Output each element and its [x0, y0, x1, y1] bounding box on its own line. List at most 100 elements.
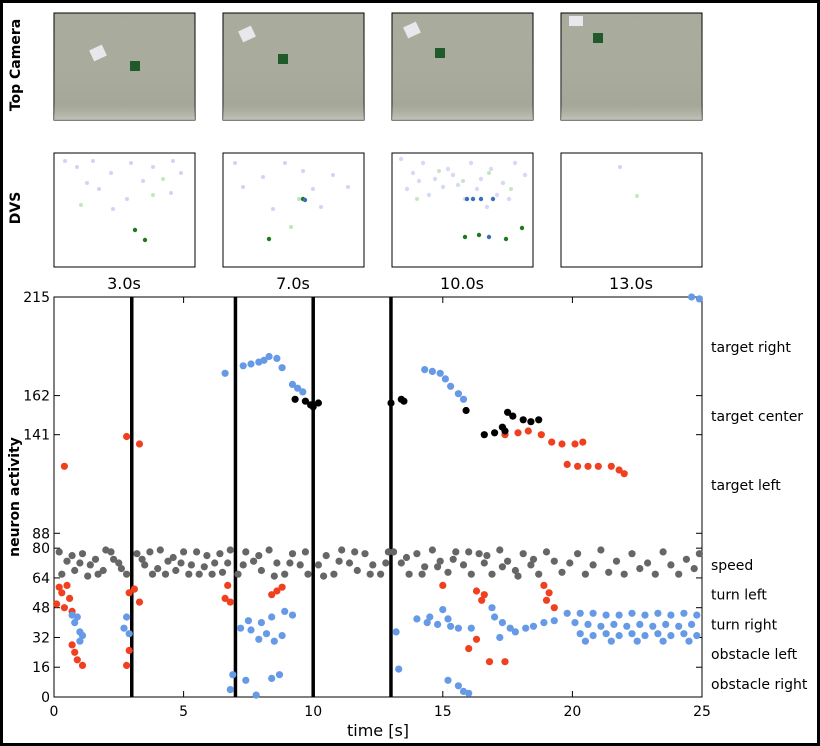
gray-spike-point	[55, 548, 63, 556]
gray-spike-point	[63, 557, 71, 565]
y-tick-label: 16	[32, 660, 50, 676]
blue-spike-point	[576, 630, 584, 638]
black-spike-point	[314, 399, 322, 407]
blue-spike-point	[268, 613, 276, 621]
row-label: target right	[711, 340, 791, 356]
gray-spike-point	[628, 550, 636, 558]
red-spike-point	[268, 591, 276, 599]
spike-points	[53, 293, 704, 699]
gray-spike-point	[682, 555, 691, 563]
red-spike-point	[550, 604, 558, 612]
gray-spike-point	[397, 559, 405, 567]
blue-spike-point	[654, 609, 662, 617]
dvs-frame-2	[222, 152, 365, 268]
dvs-frame-1	[53, 152, 196, 268]
gray-spike-point	[99, 566, 107, 575]
blue-spike-point	[667, 632, 675, 640]
blue-spike-point	[436, 369, 444, 377]
blue-spike-point	[288, 611, 297, 619]
red-spike-point	[540, 581, 548, 590]
red-spike-point	[439, 581, 447, 590]
blue-spike-point	[602, 630, 610, 638]
red-spike-point	[545, 589, 553, 597]
gray-spike-point	[86, 561, 94, 569]
red-spike-point	[563, 460, 571, 468]
blue-spike-point	[496, 633, 504, 642]
x-tick-label: 15	[434, 704, 452, 720]
blue-spike-point	[275, 671, 284, 679]
red-spike-point	[123, 432, 131, 441]
gray-spike-point	[574, 550, 582, 558]
gray-spike-point	[651, 570, 659, 578]
gray-spike-point	[369, 561, 377, 569]
red-spike-point	[135, 598, 144, 606]
gray-spike-point	[270, 572, 278, 580]
gray-spike-point	[612, 557, 621, 565]
gray-spike-point	[226, 546, 234, 554]
green-target	[593, 33, 603, 43]
blue-spike-point	[695, 295, 704, 303]
black-spike-point	[509, 412, 517, 420]
x-axis: 0 5 10 15 20 25	[50, 297, 711, 720]
blue-spike-point	[392, 628, 400, 636]
blue-spike-point	[237, 624, 245, 632]
gray-spike-point	[180, 548, 188, 556]
blue-spike-point	[550, 617, 558, 625]
gray-spike-point	[138, 555, 146, 563]
gray-spike-point	[542, 548, 551, 556]
red-spike-point	[226, 598, 234, 606]
y-tick-label: 141	[23, 428, 50, 444]
gray-spike-point	[304, 570, 312, 578]
gray-spike-point	[659, 548, 667, 556]
gray-spike-point	[459, 561, 468, 569]
gray-spike-point	[156, 546, 164, 554]
blue-spike-point	[78, 632, 87, 640]
blue-spike-point	[73, 613, 81, 621]
blue-spike-point	[602, 611, 610, 619]
gray-spike-point	[667, 561, 675, 569]
gray-spike-point	[402, 553, 411, 562]
y-tick-label: 80	[32, 541, 50, 557]
blue-spike-point	[628, 630, 636, 638]
blue-spike-point	[659, 637, 667, 645]
y-tick-label: 64	[32, 571, 50, 587]
gray-spike-point	[581, 570, 590, 578]
y-tick-label: 88	[32, 526, 50, 542]
gray-spike-point	[265, 546, 273, 554]
blue-spike-point	[428, 367, 436, 375]
blue-spike-point	[688, 620, 696, 629]
gray-spike-point	[185, 570, 193, 578]
gray-spike-point	[68, 552, 76, 560]
red-spike-point	[78, 661, 87, 670]
red-spike-point	[514, 429, 522, 437]
dvs-frame-3	[391, 152, 534, 268]
blue-spike-point	[667, 611, 675, 619]
gray-spike-point	[193, 548, 201, 556]
gray-spike-point	[589, 561, 597, 569]
blue-spike-point	[576, 609, 584, 617]
gray-spike-point	[216, 550, 224, 558]
top-camera-row: Top Camera	[8, 12, 703, 121]
gray-spike-point	[405, 570, 413, 578]
blue-spike-point	[226, 686, 234, 694]
gray-spike-point	[452, 548, 460, 556]
gray-spike-point	[566, 559, 574, 567]
blue-spike-point	[260, 356, 268, 364]
row-label: obstacle right	[711, 677, 808, 693]
red-spike-point	[68, 641, 76, 649]
gray-spike-point	[71, 566, 79, 575]
red-spike-point	[472, 587, 481, 595]
blue-spike-point	[270, 637, 278, 645]
x-tick-label: 10	[304, 704, 322, 720]
gray-spike-point	[296, 561, 304, 569]
white-box	[89, 44, 107, 62]
gray-spike-point	[273, 559, 281, 567]
gray-spike-point	[107, 548, 115, 556]
x-axis-label: time [s]	[347, 721, 409, 740]
blue-spike-point	[688, 293, 696, 301]
row-label: turn left	[711, 588, 767, 604]
blue-spike-point	[662, 620, 670, 629]
gray-spike-point	[146, 548, 154, 556]
gray-spike-point	[690, 565, 698, 573]
camera-frame-2	[222, 12, 365, 121]
